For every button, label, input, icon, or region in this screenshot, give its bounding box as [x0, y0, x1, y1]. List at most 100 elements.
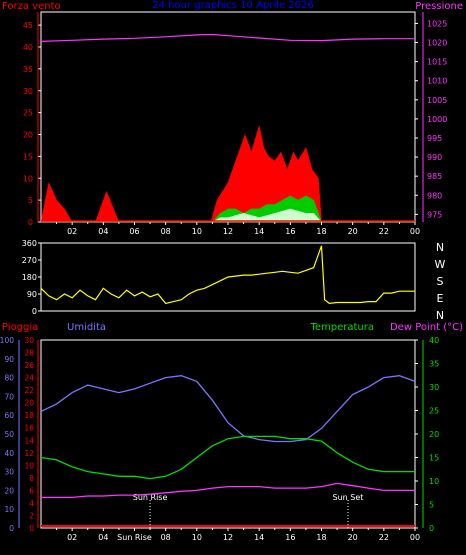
sun-rise-label: Sun Rise — [133, 493, 168, 502]
rain-tick-label: 12 — [24, 449, 34, 458]
wind-gust-area — [40, 125, 415, 223]
temperature-tick-label: 10 — [429, 477, 439, 486]
rain-tick-label: 6 — [29, 486, 34, 495]
x-tick-label: 14 — [254, 227, 264, 236]
humidity-tick-label: 0 — [9, 524, 14, 533]
rain-tick-label: 2 — [29, 511, 34, 520]
compass-label: N — [436, 241, 444, 254]
sun-set-label: Sun Set — [333, 493, 364, 502]
direction-tick-label: 0 — [32, 307, 37, 316]
pressure-tick-label: 990 — [427, 153, 442, 162]
humidity-label: Umidita — [67, 322, 106, 333]
temperature-tick-label: 20 — [429, 430, 439, 439]
wind-tick-label: 45 — [23, 21, 33, 30]
x-tick-label: 18 — [316, 533, 326, 542]
x-tick-label: Sun Rise — [117, 533, 152, 542]
pressure-tick-label: 975 — [427, 210, 442, 219]
x-tick-label: 02 — [67, 227, 77, 236]
x-tick-label: 08 — [161, 227, 171, 236]
wind-tick-label: 5 — [28, 196, 33, 205]
x-tick-label: 04 — [98, 533, 108, 542]
pressure-tick-label: 995 — [427, 134, 442, 143]
pressure-label: Pressione — [415, 1, 463, 12]
x-tick-label: 18 — [316, 227, 326, 236]
humidity-tick-label: 70 — [4, 392, 14, 401]
compass-label: N — [436, 309, 444, 322]
temperature-tick-label: 40 — [429, 336, 439, 345]
rain-tick-label: 8 — [29, 474, 34, 483]
wind-tick-label: 40 — [23, 43, 33, 52]
x-tick-label: 10 — [192, 533, 202, 542]
compass-label: S — [437, 275, 444, 288]
pressure-tick-label: 1010 — [427, 77, 447, 86]
pressure-tick-label: 1020 — [427, 39, 447, 48]
humidity-line — [40, 375, 416, 443]
x-tick-label: 10 — [192, 227, 202, 236]
compass-label: W — [435, 258, 446, 271]
x-tick-label: 20 — [348, 533, 358, 542]
rain-tick-label: 26 — [24, 361, 34, 370]
compass-label: E — [437, 292, 444, 305]
direction-line — [40, 245, 415, 305]
x-tick-label: 22 — [379, 533, 389, 542]
x-tick-label: 14 — [254, 533, 264, 542]
direction-tick-label: 360 — [22, 239, 37, 248]
x-tick-label: 12 — [223, 227, 233, 236]
pressure-tick-label: 1005 — [427, 96, 447, 105]
wind-tick-label: 20 — [23, 131, 33, 140]
temperature-tick-label: 35 — [429, 360, 439, 369]
x-tick-label: 06 — [129, 227, 139, 236]
pressure-tick-label: 980 — [427, 191, 442, 200]
temperature-line — [40, 435, 415, 480]
humidity-tick-label: 80 — [4, 374, 14, 383]
temperature-label: Temperatura — [309, 322, 374, 333]
humidity-temperature-panel: 0102030405060708090100024681012141618202… — [0, 336, 439, 542]
temperature-tick-label: 5 — [429, 501, 434, 510]
dewpoint-label: Dew Point (°C) — [390, 322, 463, 333]
x-tick-label: 00 — [410, 533, 420, 542]
rain-tick-label: 14 — [24, 436, 34, 445]
x-tick-label: 00 — [410, 227, 420, 236]
pressure-tick-label: 1000 — [427, 115, 447, 124]
rain-tick-label: 10 — [24, 461, 34, 470]
temperature-tick-label: 30 — [429, 383, 439, 392]
x-tick-label: 16 — [285, 227, 295, 236]
x-tick-label: 08 — [161, 533, 171, 542]
humidity-tick-label: 50 — [4, 430, 14, 439]
wind-tick-label: 35 — [23, 65, 33, 74]
wind-tick-label: 10 — [23, 174, 33, 183]
humidity-tick-label: 30 — [4, 468, 14, 477]
rain-tick-label: 24 — [24, 374, 34, 383]
direction-tick-label: 90 — [27, 290, 37, 299]
pressure-tick-label: 1015 — [427, 58, 447, 67]
rain-tick-label: 16 — [24, 424, 34, 433]
wind-force-label: Forza vento — [2, 1, 61, 12]
x-tick-label: 12 — [223, 533, 233, 542]
humidity-tick-label: 20 — [4, 486, 14, 495]
x-tick-label: 04 — [98, 227, 108, 236]
pressure-tick-label: 985 — [427, 172, 442, 181]
temperature-tick-label: 0 — [429, 524, 434, 533]
wind-tick-label: 15 — [23, 152, 33, 161]
x-tick-label: 20 — [348, 227, 358, 236]
rain-label: Pioggia — [2, 322, 38, 333]
rain-tick-label: 22 — [24, 386, 34, 395]
temperature-tick-label: 25 — [429, 407, 439, 416]
humidity-tick-label: 100 — [0, 336, 14, 345]
temperature-tick-label: 15 — [429, 454, 439, 463]
humidity-tick-label: 40 — [4, 449, 14, 458]
rain-tick-label: 4 — [29, 499, 34, 508]
wind-tick-label: 30 — [23, 87, 33, 96]
wind-min-area — [41, 208, 415, 223]
x-tick-label: 22 — [379, 227, 389, 236]
direction-tick-label: 180 — [22, 273, 37, 282]
rain-tick-label: 20 — [24, 399, 34, 408]
humidity-tick-label: 60 — [4, 411, 14, 420]
wind-average-area — [41, 195, 415, 223]
pressure-line — [40, 33, 415, 42]
humidity-tick-label: 90 — [4, 355, 14, 364]
x-tick-label: 02 — [67, 533, 77, 542]
rain-tick-label: 18 — [24, 411, 34, 420]
